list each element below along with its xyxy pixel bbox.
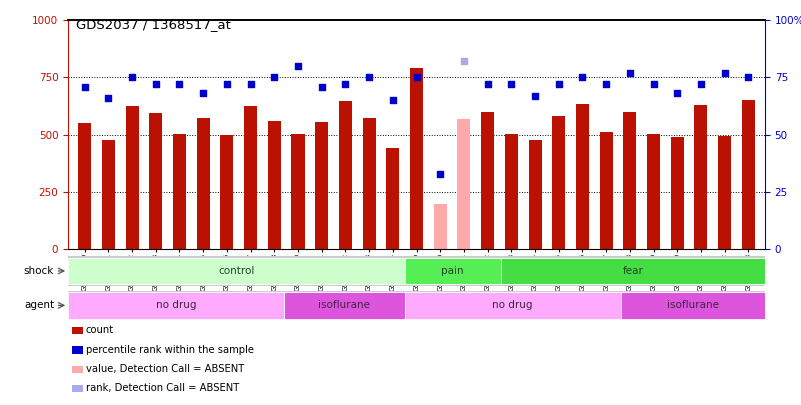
Bar: [623, 112, 636, 249]
Bar: [718, 136, 731, 249]
Bar: [386, 148, 400, 249]
Point: [268, 74, 280, 81]
Point: [173, 81, 186, 87]
Text: count: count: [86, 325, 114, 335]
Bar: [647, 134, 660, 249]
Point: [78, 83, 91, 90]
Bar: [552, 116, 566, 249]
Bar: [268, 121, 281, 249]
Point: [197, 90, 210, 97]
Bar: [410, 68, 423, 249]
Point: [671, 90, 684, 97]
Bar: [102, 141, 115, 249]
Bar: [529, 141, 541, 249]
Point: [244, 81, 257, 87]
Bar: [481, 112, 494, 249]
Bar: [457, 119, 470, 249]
Bar: [405, 292, 621, 319]
Point: [529, 92, 541, 99]
Point: [339, 81, 352, 87]
Point: [600, 81, 613, 87]
Text: percentile rank within the sample: percentile rank within the sample: [86, 345, 254, 354]
Point: [742, 74, 755, 81]
Bar: [505, 134, 518, 249]
Bar: [197, 117, 210, 249]
Point: [623, 70, 636, 76]
Point: [481, 81, 494, 87]
Bar: [405, 258, 501, 284]
Bar: [68, 258, 405, 284]
Text: fear: fear: [622, 266, 643, 276]
Bar: [292, 134, 304, 249]
Point: [457, 58, 470, 65]
Point: [386, 97, 399, 104]
Point: [149, 81, 162, 87]
Bar: [126, 106, 139, 249]
Point: [363, 74, 376, 81]
Bar: [694, 105, 707, 249]
Text: no drug: no drug: [493, 301, 533, 310]
Bar: [284, 292, 405, 319]
Bar: [220, 134, 233, 249]
Bar: [339, 102, 352, 249]
Point: [434, 171, 447, 177]
Bar: [670, 137, 684, 249]
Point: [292, 63, 304, 69]
Bar: [363, 117, 376, 249]
Bar: [315, 122, 328, 249]
Bar: [621, 292, 765, 319]
Text: isoflurane: isoflurane: [667, 301, 718, 310]
Bar: [742, 100, 755, 249]
Point: [102, 95, 115, 101]
Text: agent: agent: [24, 301, 54, 310]
Text: pain: pain: [441, 266, 464, 276]
Point: [647, 81, 660, 87]
Bar: [576, 104, 589, 249]
Text: isoflurane: isoflurane: [319, 301, 370, 310]
Bar: [433, 205, 447, 249]
Point: [126, 74, 139, 81]
Point: [576, 74, 589, 81]
Bar: [78, 123, 91, 249]
Bar: [173, 134, 186, 249]
Point: [694, 81, 707, 87]
Bar: [68, 292, 284, 319]
Text: value, Detection Call = ABSENT: value, Detection Call = ABSENT: [86, 364, 244, 374]
Text: control: control: [218, 266, 255, 276]
Point: [718, 70, 731, 76]
Text: rank, Detection Call = ABSENT: rank, Detection Call = ABSENT: [86, 384, 239, 393]
Point: [220, 81, 233, 87]
Point: [316, 83, 328, 90]
Point: [553, 81, 566, 87]
Text: shock: shock: [24, 266, 54, 276]
Bar: [600, 132, 613, 249]
Bar: [501, 258, 765, 284]
Point: [410, 74, 423, 81]
Point: [505, 81, 517, 87]
Bar: [244, 106, 257, 249]
Text: no drug: no drug: [156, 301, 196, 310]
Bar: [149, 113, 163, 249]
Text: GDS2037 / 1368517_at: GDS2037 / 1368517_at: [76, 18, 231, 31]
